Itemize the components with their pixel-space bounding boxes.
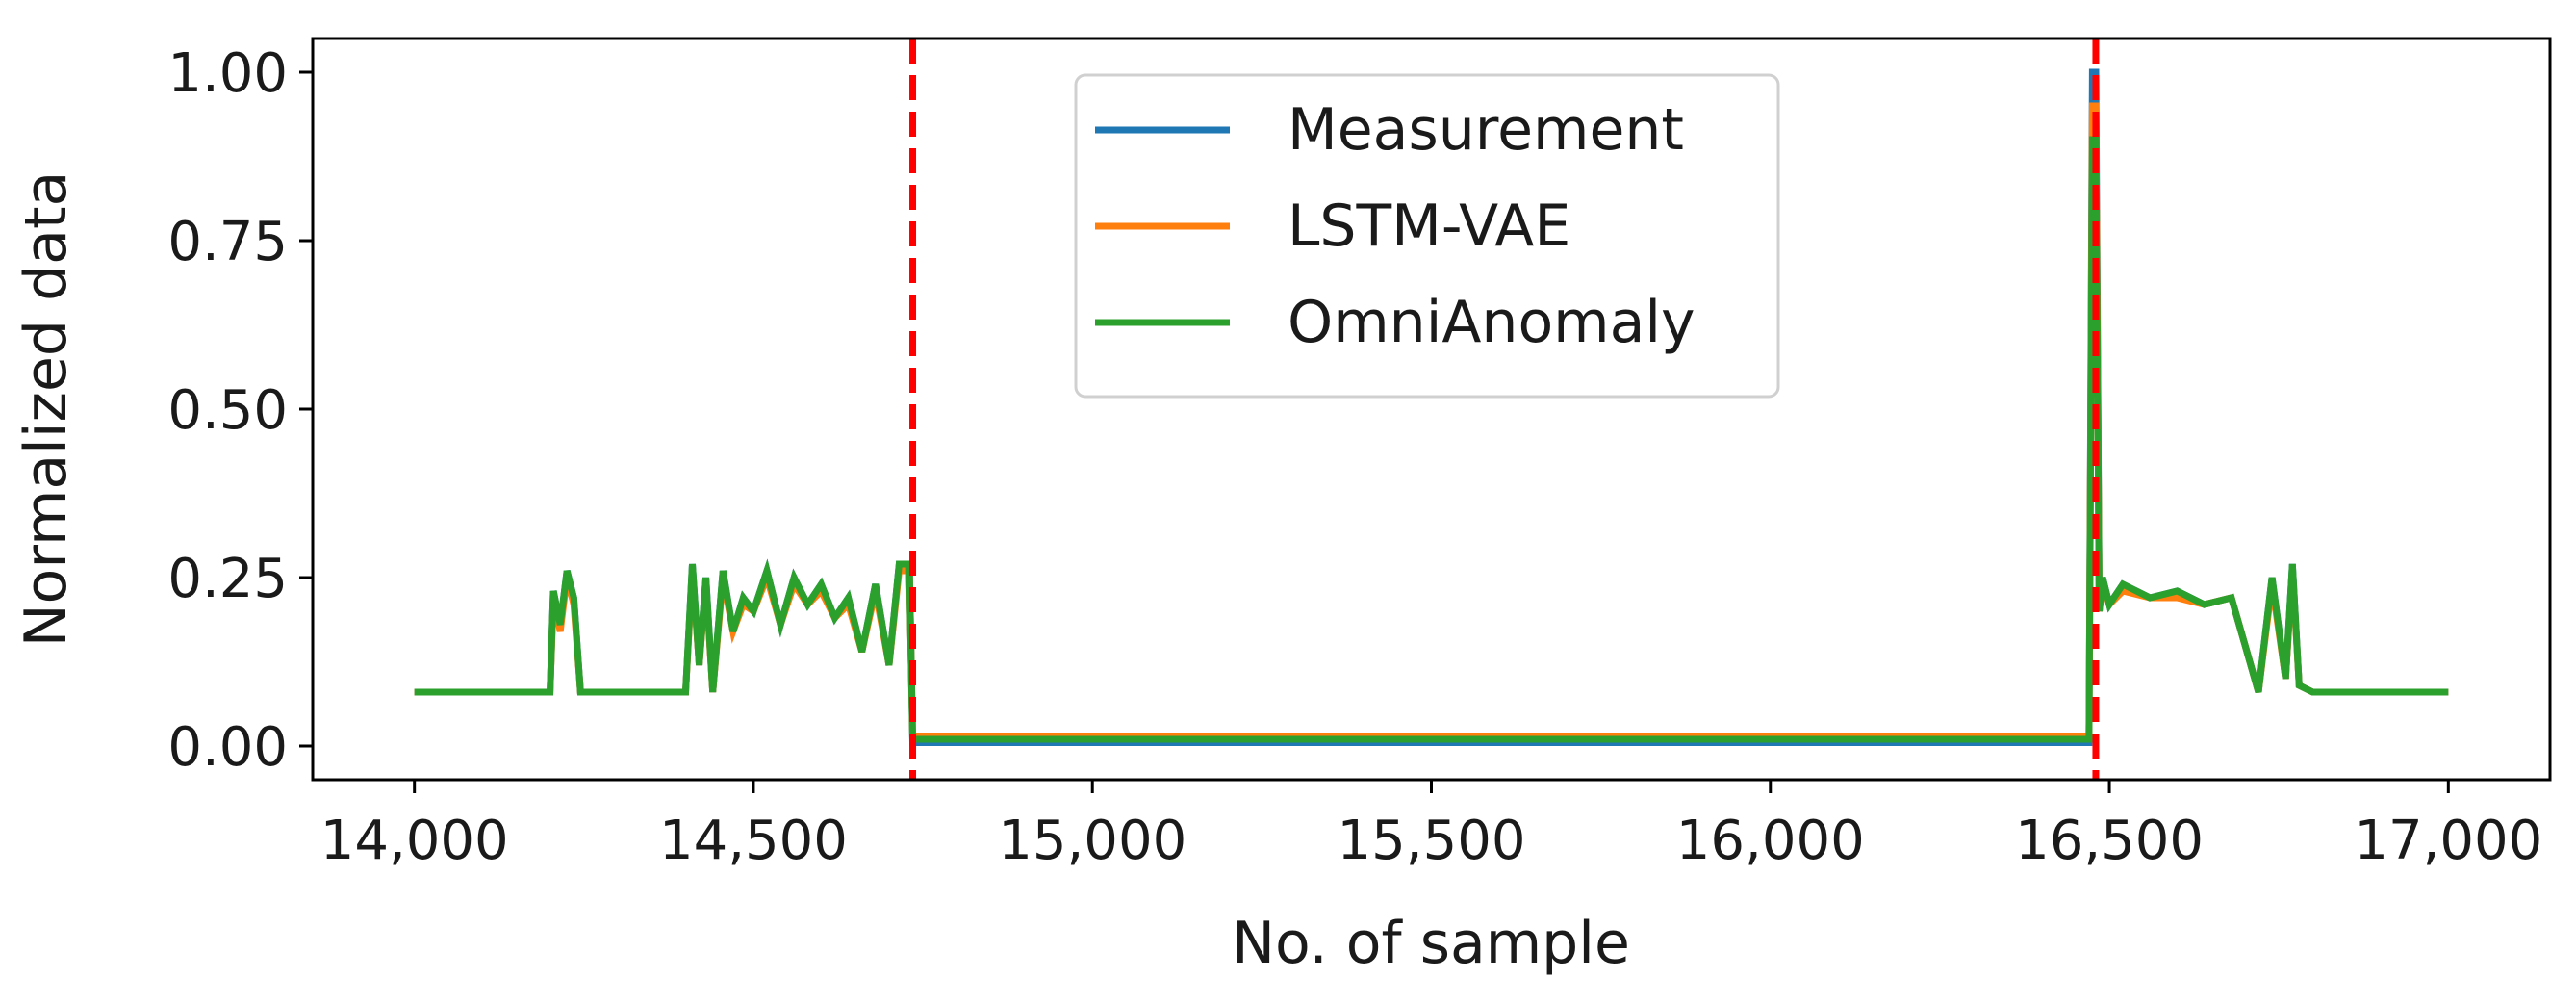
legend: Measurement LSTM-VAE OmniAnomaly bbox=[1074, 73, 1780, 399]
y-tick-label: 1.00 bbox=[167, 42, 288, 105]
x-axis-label: No. of sample bbox=[1232, 910, 1630, 977]
y-tick-label: 0.75 bbox=[167, 211, 288, 273]
x-axis: 14,000 14,500 15,000 15,500 16,000 16,500 17,0… bbox=[320, 780, 2542, 872]
series-layer bbox=[414, 68, 2449, 746]
legend-label: LSTM-VAE bbox=[1288, 193, 1570, 260]
legend-label: Measurement bbox=[1288, 96, 1684, 164]
vline-layer bbox=[909, 39, 2100, 780]
y-tick-label: 0.25 bbox=[167, 548, 288, 610]
x-tick-label: 17,000 bbox=[2354, 810, 2542, 872]
x-tick-label: 16,000 bbox=[1676, 810, 1865, 872]
x-tick-label: 14,500 bbox=[659, 810, 848, 872]
series-line-omnianomaly bbox=[414, 136, 2449, 743]
y-axis-label: Normalized data bbox=[13, 171, 80, 647]
y-tick-label: 0.00 bbox=[167, 716, 288, 779]
y-tick-label: 0.50 bbox=[167, 379, 288, 442]
legend-label: OmniAnomaly bbox=[1288, 289, 1696, 356]
x-tick-label: 15,000 bbox=[998, 810, 1186, 872]
x-tick-label: 15,500 bbox=[1338, 810, 1526, 872]
legend-box bbox=[1074, 73, 1780, 399]
x-tick-label: 14,000 bbox=[320, 810, 509, 872]
y-axis: 0.00 0.25 0.50 0.75 1.00 bbox=[167, 42, 313, 779]
x-tick-label: 16,500 bbox=[2015, 810, 2204, 872]
plot-area bbox=[414, 39, 2449, 780]
